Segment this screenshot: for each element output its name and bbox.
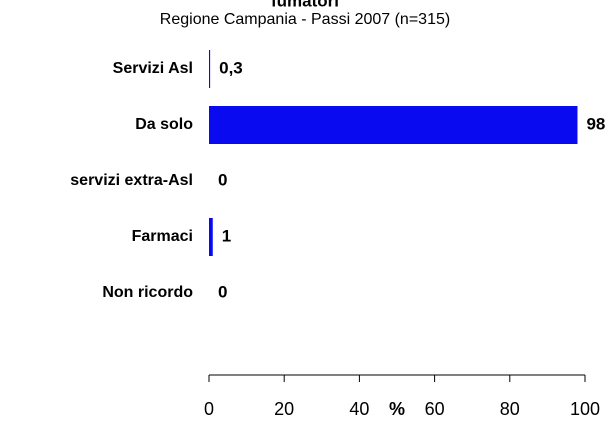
x-tick-label: 20: [274, 399, 294, 419]
chart-subtitle: Regione Campania - Passi 2007 (n=315): [160, 11, 450, 28]
category-label: Da solo: [135, 116, 193, 133]
x-tick-label: 40: [349, 399, 369, 419]
category-label: servizi extra-Asl: [70, 172, 193, 189]
x-tick-label: 60: [425, 399, 445, 419]
value-label: 98: [586, 114, 605, 133]
bar: [209, 218, 213, 256]
category-label: Servizi Asl: [113, 60, 193, 77]
bar: [209, 50, 211, 88]
category-label: Farmaci: [132, 228, 193, 245]
chart-title: fumatori: [271, 0, 339, 10]
category-label: Non ricordo: [102, 284, 193, 301]
value-label: 1: [222, 226, 231, 245]
x-tick-label: 100: [570, 399, 600, 419]
value-label: 0,3: [219, 58, 243, 77]
value-label: 0: [218, 170, 227, 189]
value-label: 0: [218, 282, 227, 301]
x-tick-label: 0: [204, 399, 214, 419]
x-tick-label: 80: [500, 399, 520, 419]
x-axis-label: %: [389, 399, 405, 419]
bar: [209, 106, 578, 144]
